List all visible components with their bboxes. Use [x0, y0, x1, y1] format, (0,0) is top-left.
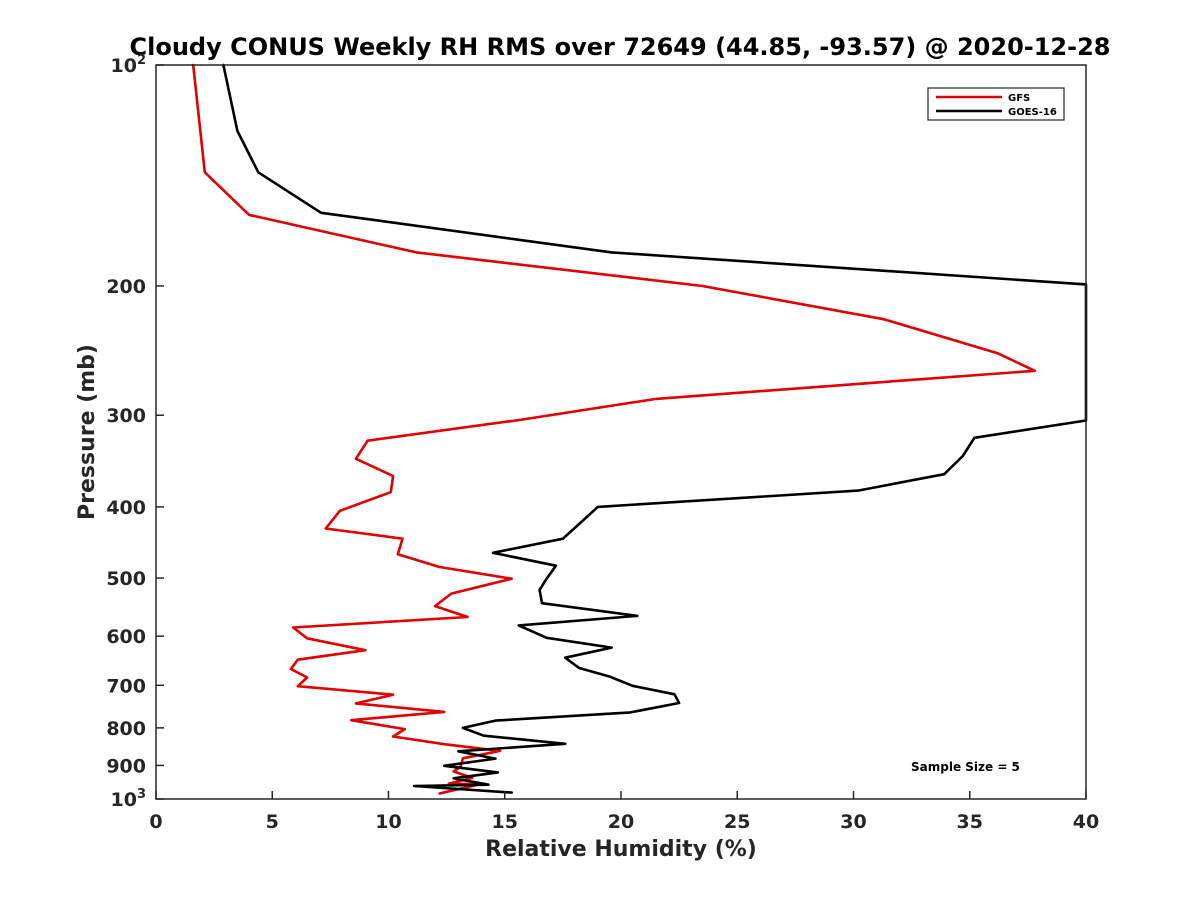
- x-tick-label: 40: [1073, 811, 1099, 833]
- series-line-goes16: [222, 63, 1088, 794]
- legend: GFS GOES-16: [927, 87, 1065, 121]
- sample-size-annotation: Sample Size = 5: [911, 760, 1020, 774]
- y-tick-label: 500: [106, 568, 146, 590]
- y-tick-label: 400: [106, 497, 146, 519]
- y-axis-label: Pressure (mb): [75, 344, 100, 520]
- x-tick-label: 20: [608, 811, 634, 833]
- y-tick-label: 200: [106, 276, 146, 298]
- series-layer: [191, 63, 1088, 795]
- y-tick-label: 103: [111, 787, 147, 811]
- legend-label-goes16: GOES-16: [1008, 107, 1057, 118]
- y-tick-label: 900: [106, 755, 146, 777]
- x-tick-label: 0: [149, 811, 162, 833]
- legend-label-gfs: GFS: [1008, 93, 1030, 104]
- x-tick-label: 30: [840, 811, 866, 833]
- x-axis: 0 5 10 15 20 25 30 35 40: [149, 791, 1099, 833]
- x-tick-label: 10: [375, 811, 401, 833]
- plot-frame: [155, 64, 1087, 800]
- x-tick-label: 25: [724, 811, 750, 833]
- y-axis: 102 200 300 400 500 600 700 800 900 103: [106, 53, 164, 811]
- y-tick-label: 800: [106, 718, 146, 740]
- x-tick-label: 15: [492, 811, 518, 833]
- plot-area: 0 5 10 15 20 25 30 35 40 102 200 300 400 500 600 700 80…: [106, 53, 1099, 833]
- series-line-gfs: [191, 63, 1037, 795]
- y-tick-label: 102: [111, 53, 147, 77]
- y-tick-label: 600: [106, 626, 146, 648]
- chart-title: Cloudy CONUS Weekly RH RMS over 72649 (4…: [130, 33, 1111, 61]
- legend-box: [927, 87, 1065, 121]
- y-tick-label: 700: [106, 675, 146, 697]
- x-tick-label: 5: [266, 811, 279, 833]
- x-tick-label: 35: [957, 811, 983, 833]
- x-axis-label: Relative Humidity (%): [485, 837, 757, 862]
- y-tick-label: 300: [106, 405, 146, 427]
